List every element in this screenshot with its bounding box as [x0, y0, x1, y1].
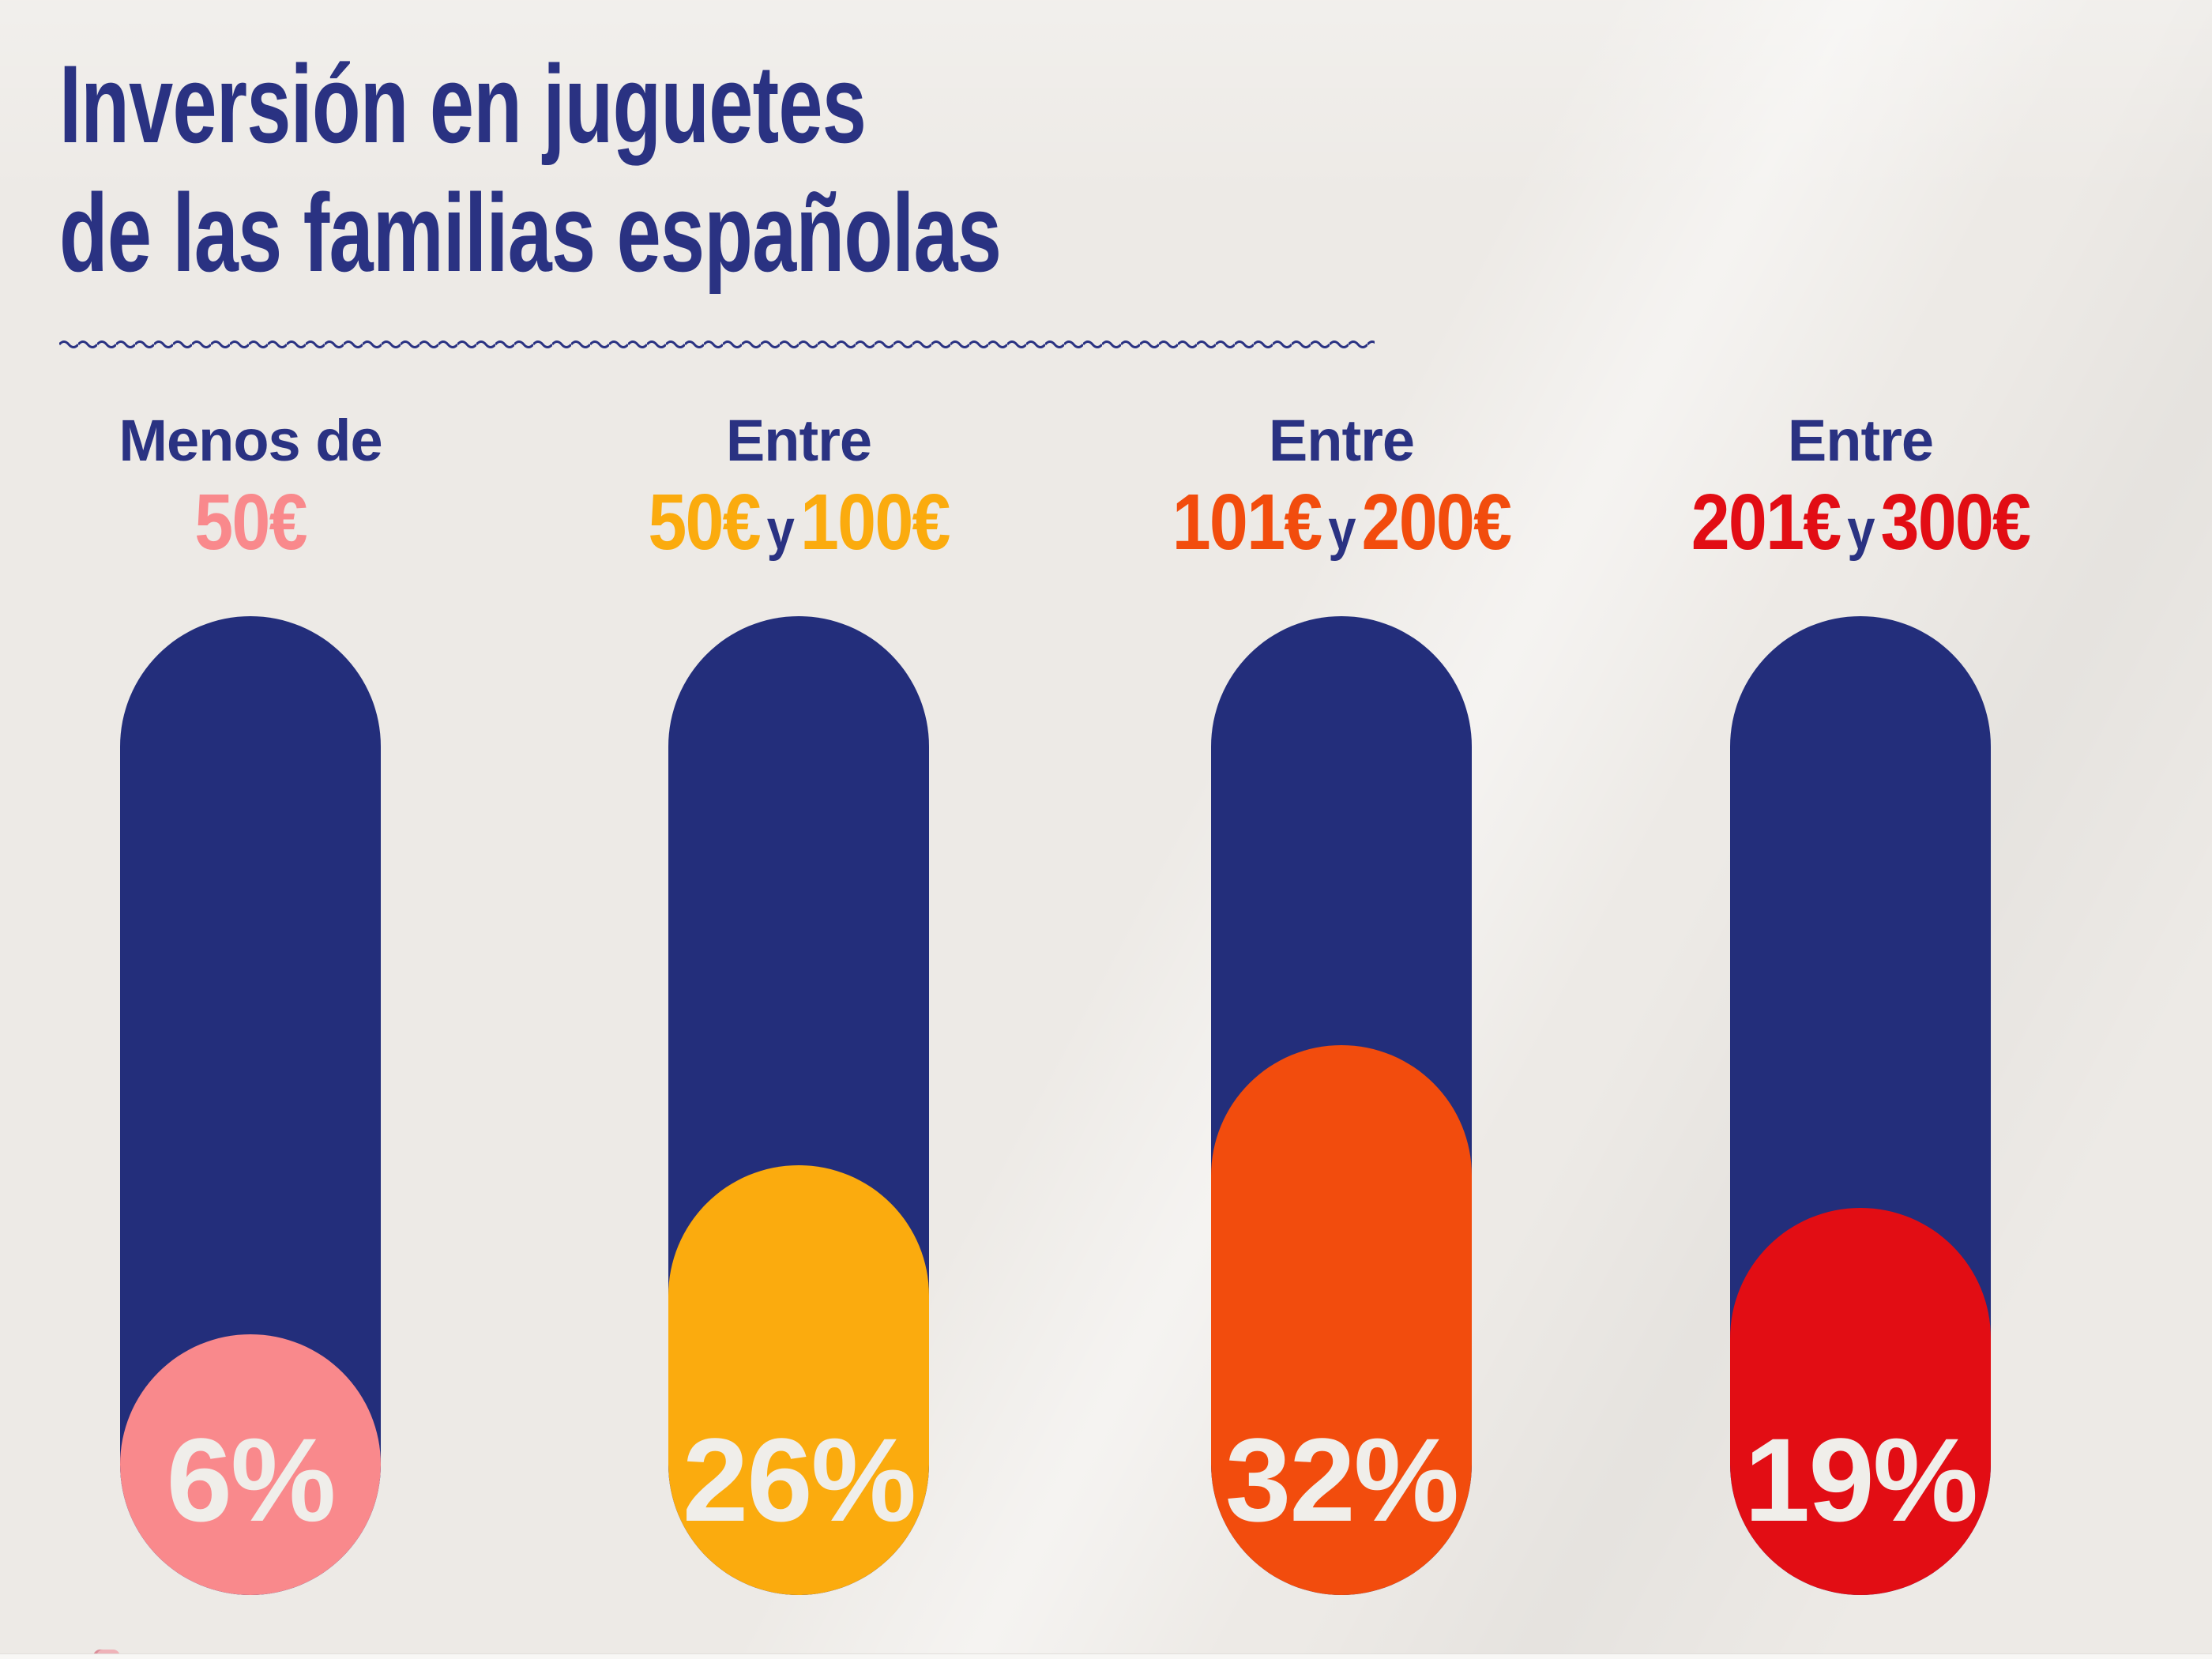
category-prefix: Entre [1268, 408, 1415, 473]
bar-track: 19% [1730, 616, 1991, 1595]
range-connector: y [766, 498, 795, 562]
bar-column-menos-de-50: Menos de 50€ 6% [118, 0, 383, 1659]
amount-from: 201€ [1691, 478, 1841, 566]
bar-column-50-100: Entre 50€ y100€ 26% [648, 0, 950, 1659]
amount-to: 100€ [799, 478, 950, 566]
amount-from: 50€ [648, 478, 761, 566]
bar-column-201-300: Entre 201€ y300€ 19% [1691, 0, 2031, 1659]
category-label: Entre 201€ y300€ [1608, 408, 2113, 574]
category-prefix: Entre [1787, 408, 1934, 473]
bar-fill: 26% [668, 1165, 929, 1595]
bar-value-label: 32% [1224, 1413, 1459, 1546]
bar-value-label: 19% [1744, 1413, 1978, 1546]
bar-fill: 32% [1211, 1045, 1472, 1595]
page-title: Inversión en juguetes de las familias esp… [59, 40, 1002, 297]
title-line-2: de las familias españolas [59, 171, 1002, 295]
category-range: 101€ y200€ [1119, 479, 1563, 574]
amount-from: 101€ [1172, 478, 1322, 566]
category-label: Entre 101€ y200€ [1089, 408, 1594, 574]
bar-value-label: 26% [682, 1413, 916, 1546]
bar-fill: 19% [1730, 1208, 1991, 1595]
amount-to: 200€ [1361, 478, 1512, 566]
category-range: 201€ y300€ [1638, 479, 2082, 574]
category-label: Menos de 50€ [0, 408, 503, 574]
range-connector: y [1847, 498, 1875, 562]
title-line-1: Inversión en juguetes [59, 42, 867, 166]
category-prefix: Entre [725, 408, 872, 473]
bar-track: 32% [1211, 616, 1472, 1595]
category-range: 50€ y100€ [576, 479, 1021, 574]
bar-fill: 6% [120, 1334, 381, 1595]
category-label: Entre 50€ y100€ [546, 408, 1051, 574]
category-range: 50€ [28, 479, 472, 574]
range-connector: y [1328, 498, 1356, 562]
bar-value-label: 6% [166, 1413, 337, 1546]
bottom-edge-strip [0, 1653, 2212, 1659]
bar-track: 6% [120, 616, 381, 1595]
category-prefix: Menos de [118, 408, 382, 473]
bar-column-101-200: Entre 101€ y200€ 32% [1172, 0, 1512, 1659]
amount-from: 50€ [194, 478, 307, 566]
wavy-divider-icon [59, 338, 1375, 351]
amount-to: 300€ [1880, 478, 2031, 566]
bar-track: 26% [668, 616, 929, 1595]
